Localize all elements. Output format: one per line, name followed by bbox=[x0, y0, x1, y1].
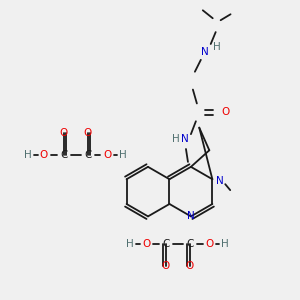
Text: H: H bbox=[213, 42, 220, 52]
Text: H: H bbox=[119, 150, 127, 160]
Text: N: N bbox=[181, 134, 189, 144]
Text: O: O bbox=[205, 239, 214, 249]
Text: N: N bbox=[201, 47, 209, 57]
Text: C: C bbox=[84, 150, 91, 160]
Text: O: O bbox=[60, 128, 68, 138]
Text: C: C bbox=[60, 150, 68, 160]
Text: O: O bbox=[162, 261, 170, 271]
Text: N: N bbox=[187, 212, 195, 221]
Text: H: H bbox=[221, 239, 229, 249]
Text: C: C bbox=[186, 239, 193, 249]
Text: O: O bbox=[142, 239, 150, 249]
Text: N: N bbox=[216, 176, 224, 186]
Text: O: O bbox=[103, 150, 112, 160]
Text: H: H bbox=[126, 239, 134, 249]
Text: H: H bbox=[172, 134, 180, 144]
Text: O: O bbox=[40, 150, 48, 160]
Text: H: H bbox=[24, 150, 32, 160]
Text: C: C bbox=[162, 239, 169, 249]
Text: O: O bbox=[185, 261, 194, 271]
Text: O: O bbox=[83, 128, 92, 138]
Text: O: O bbox=[221, 107, 230, 117]
